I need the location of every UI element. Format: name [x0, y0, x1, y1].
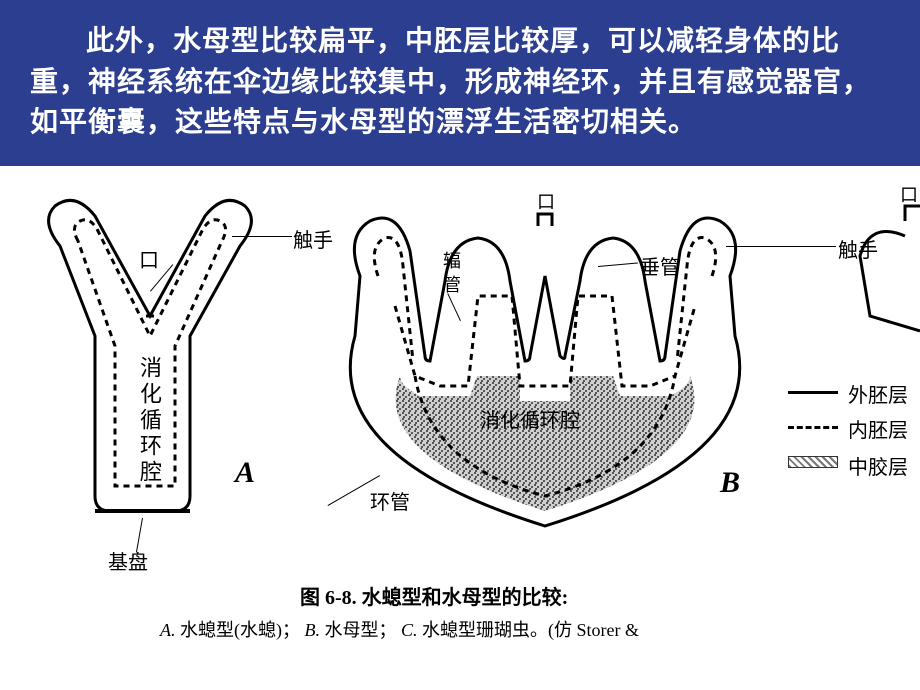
- slide-text-block: 此外，水母型比较扁平，中胚层比较厚，可以减轻身体的比重，神经系统在伞边缘比较集中…: [0, 0, 920, 166]
- figure-subcaption: A. 水螅型(水螅)； B. 水母型； C. 水螅型珊瑚虫。(仿 Storer …: [160, 616, 639, 642]
- legend-inner: 内胚层: [848, 414, 908, 443]
- letter-a: A: [235, 456, 255, 490]
- legend-line-inner: [788, 426, 838, 429]
- label-a-cavity: 消化循环腔: [133, 356, 165, 486]
- figure-area: 口 触手 消化循环腔 基盘 A 口 辐管 消化循环腔 环管 垂管 B 触手 口 …: [0, 166, 920, 656]
- label-right-tentacle: 触手: [838, 234, 878, 263]
- legend-line-meso: [788, 456, 838, 468]
- legend-outer: 外胚层: [848, 379, 908, 408]
- figure-caption: 图 6-8. 水螅型和水母型的比较:: [300, 581, 568, 610]
- label-b-cavity: 消化循环腔: [480, 404, 580, 433]
- label-b-velum: 垂管: [640, 251, 680, 280]
- label-b-mouth-marker: 口: [537, 188, 555, 214]
- label-b-radial: 辐管: [438, 251, 464, 299]
- legend-line-outer: [788, 391, 838, 394]
- label-a-base: 基盘: [108, 546, 148, 575]
- legend-meso: 中胶层: [848, 451, 908, 480]
- label-a-mouth: 口: [139, 244, 159, 273]
- label-a-tentacle: 触手: [293, 224, 333, 253]
- label-b-ring: 环管: [370, 486, 410, 515]
- letter-b: B: [720, 466, 740, 500]
- body-paragraph: 此外，水母型比较扁平，中胚层比较厚，可以减轻身体的比重，神经系统在伞边缘比较集中…: [30, 26, 871, 138]
- label-right-mouth: 口: [900, 181, 918, 207]
